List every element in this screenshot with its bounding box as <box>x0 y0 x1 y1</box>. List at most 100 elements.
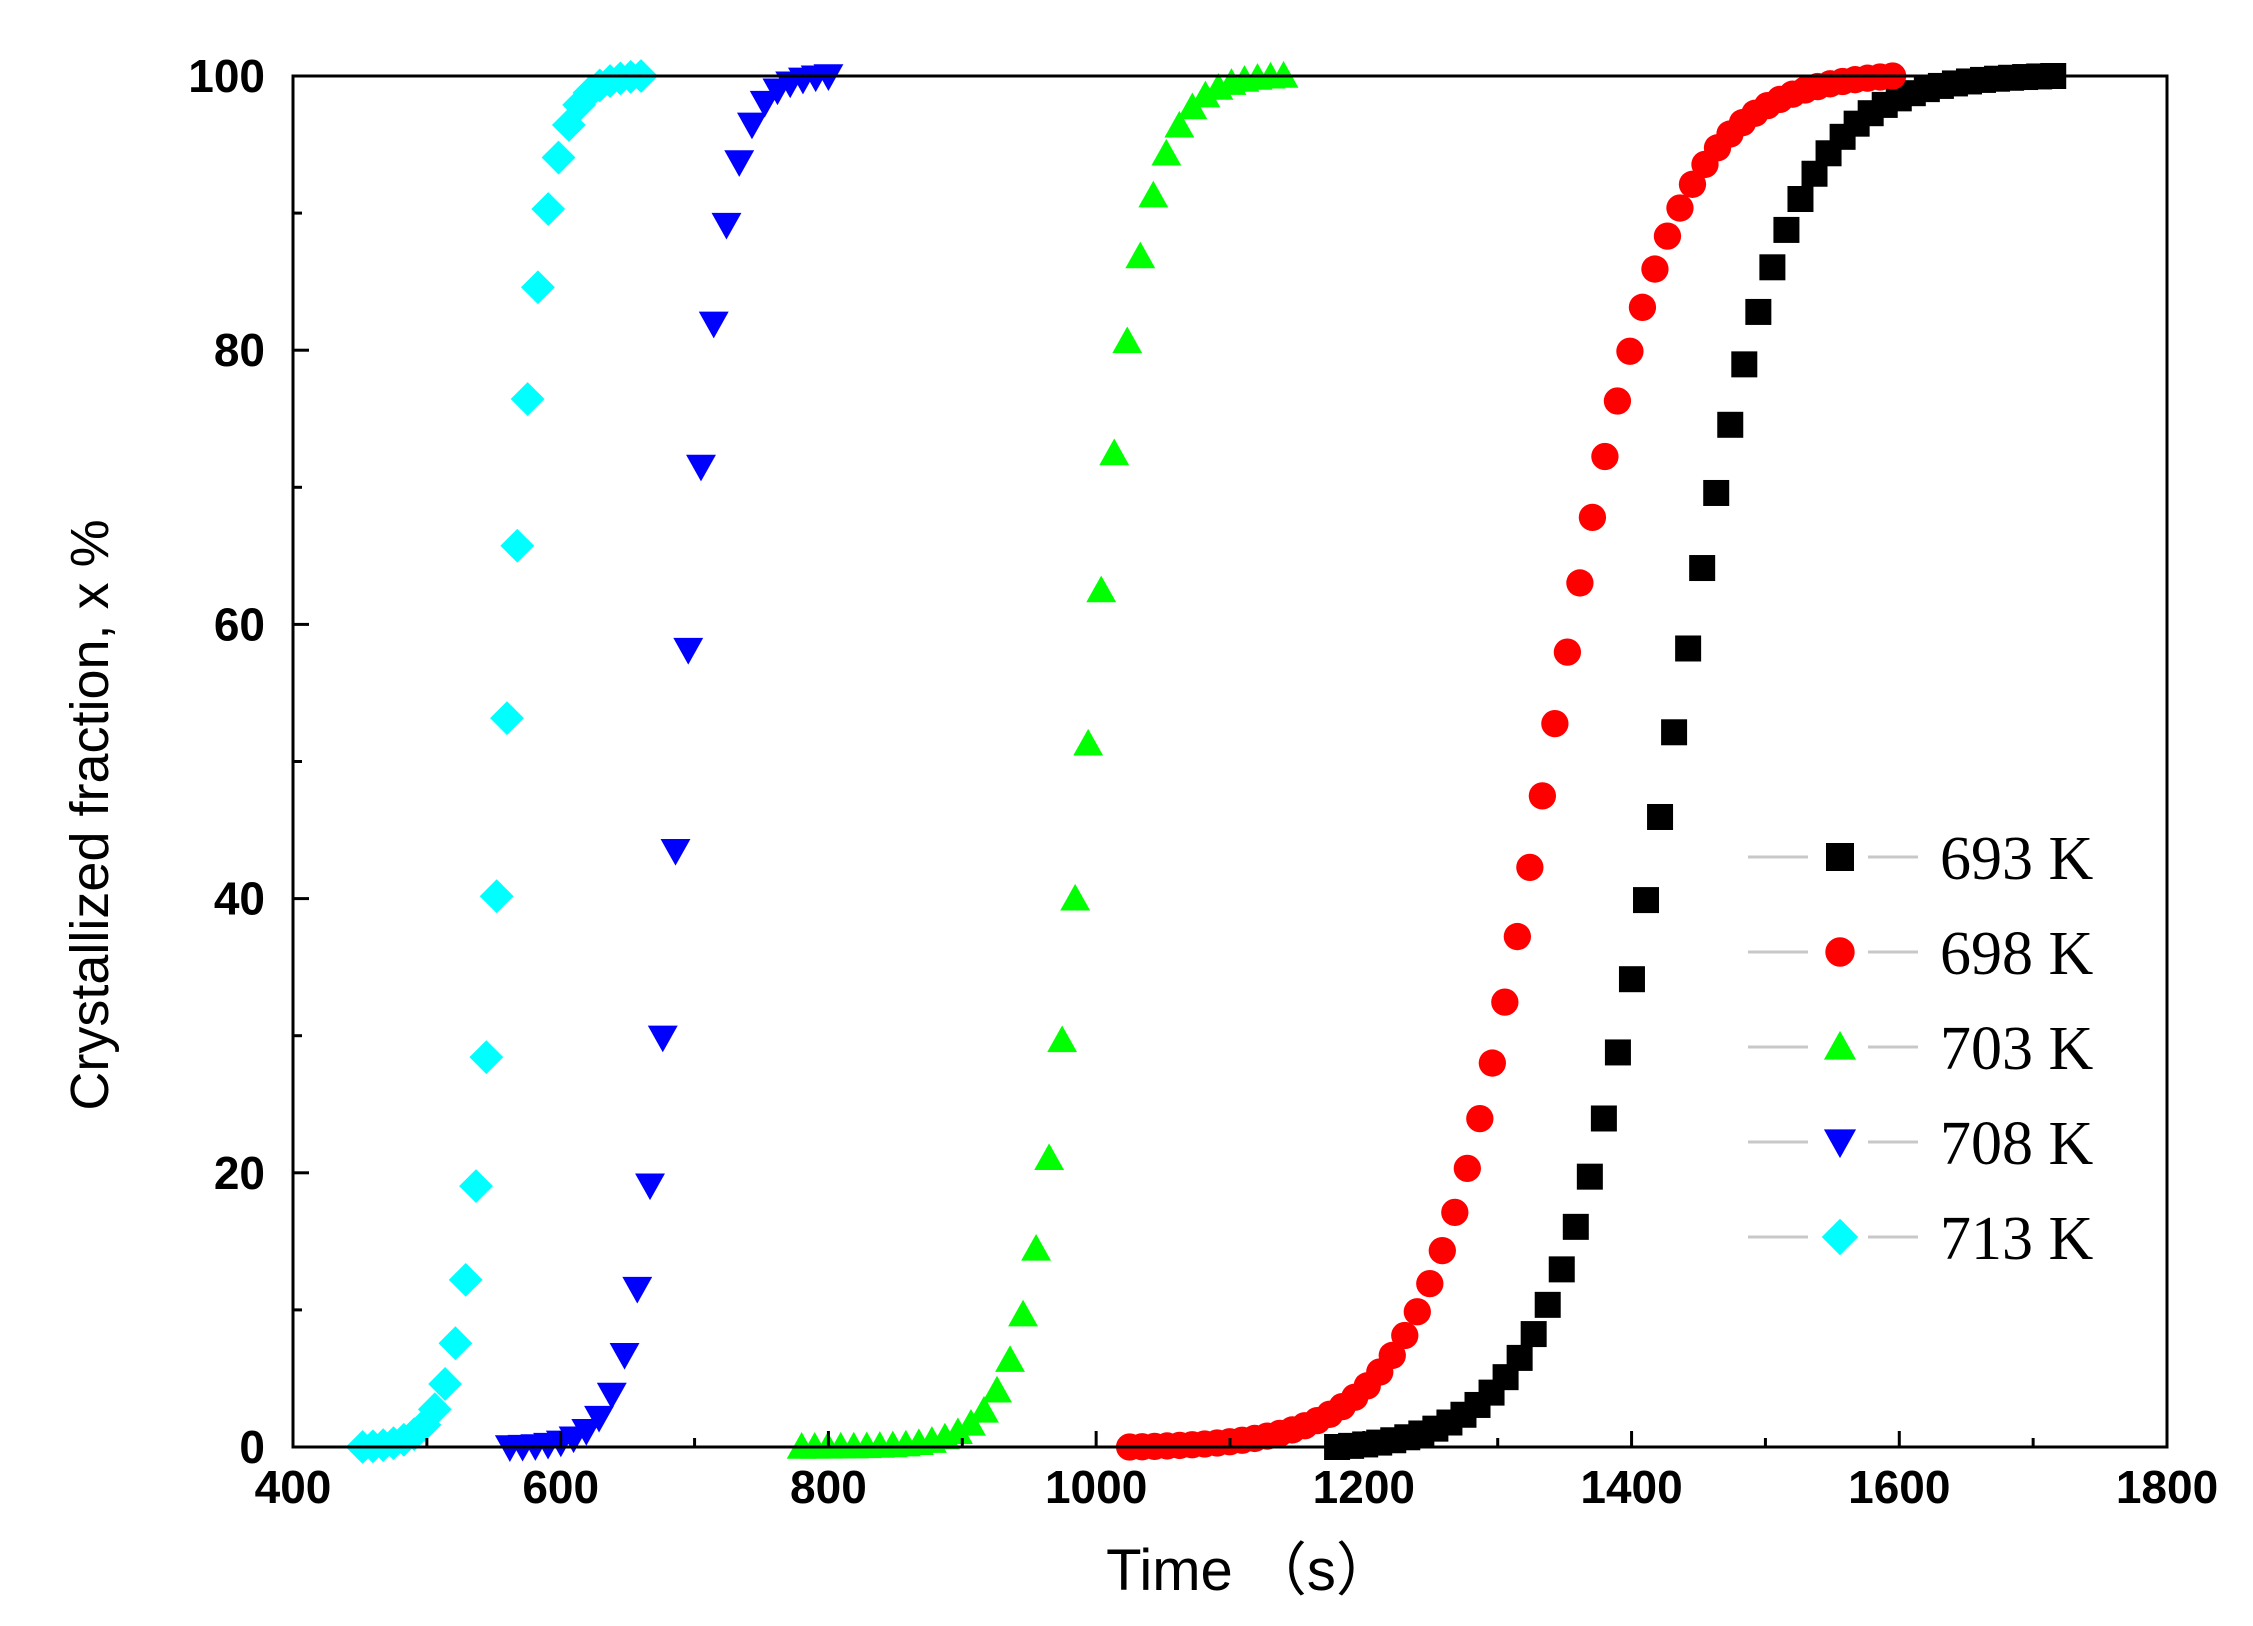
y-tick-label: 40 <box>214 873 265 925</box>
legend-label: 713 K <box>1940 1205 2094 1273</box>
data-point <box>1516 853 1544 882</box>
data-point <box>1773 216 1800 243</box>
data-point <box>1506 1344 1533 1371</box>
x-tick-label: 1200 <box>1313 1461 1415 1513</box>
data-point <box>1164 110 1195 138</box>
data-point <box>1661 719 1688 746</box>
data-point <box>724 150 755 177</box>
legend-label: 703 K <box>1940 1015 2094 1083</box>
data-point <box>1703 479 1730 506</box>
data-point <box>1562 1213 1589 1240</box>
data-point <box>1099 438 1130 466</box>
data-point <box>1491 988 1519 1016</box>
data-point <box>609 1342 640 1370</box>
legend-entry: 698 K <box>1748 920 2094 988</box>
data-point <box>1021 1234 1052 1261</box>
data-point <box>1591 442 1619 471</box>
data-point <box>1618 966 1645 993</box>
data-point <box>749 90 780 118</box>
data-point <box>448 1262 483 1297</box>
data-point <box>1428 1237 1456 1265</box>
y-tick-label: 100 <box>188 50 265 102</box>
data-point <box>1576 1163 1603 1190</box>
data-point <box>1416 1269 1444 1298</box>
data-point <box>737 112 767 140</box>
data-point <box>1060 883 1091 911</box>
data-point <box>1268 61 1299 88</box>
data-point <box>942 1417 973 1445</box>
data-point <box>1534 1291 1561 1318</box>
data-point <box>1125 241 1156 269</box>
data-point <box>647 1025 678 1053</box>
data-point <box>1641 255 1669 283</box>
y-tick-label: 60 <box>214 598 265 650</box>
legend-marker <box>1821 1218 1859 1256</box>
data-point <box>982 1375 1012 1403</box>
data-point <box>584 1405 615 1433</box>
legend-entry: 703 K <box>1748 1015 2094 1083</box>
x-tick-label: 1000 <box>1045 1461 1147 1513</box>
data-point <box>428 1367 463 1401</box>
data-point <box>1759 254 1786 281</box>
axes-layer: 400 600 800 1000 1200 1400 1600 1800 0 20 40 60 80 10… <box>188 50 2218 1513</box>
data-point <box>673 637 704 665</box>
data-point <box>1520 1321 1547 1348</box>
data-point <box>995 1345 1025 1372</box>
legend-marker <box>1826 843 1854 871</box>
data-point <box>1528 782 1557 810</box>
data-point <box>635 1173 665 1201</box>
data-point <box>1604 1039 1631 1066</box>
data-point <box>1745 298 1772 325</box>
data-point <box>1689 555 1716 582</box>
data-point <box>1190 80 1221 108</box>
legend-entry: 693 K <box>1748 825 2094 893</box>
data-point <box>1548 1256 1575 1283</box>
series-708k <box>494 64 844 1462</box>
data-point <box>1378 1341 1406 1370</box>
data-point <box>660 839 691 866</box>
data-point <box>1653 222 1682 250</box>
data-point <box>531 192 566 226</box>
data-point <box>417 1392 452 1427</box>
data-point <box>1717 411 1744 438</box>
series-713k <box>345 59 658 1464</box>
data-point <box>490 701 524 736</box>
data-point <box>686 454 716 482</box>
data-point <box>571 1419 602 1446</box>
data-point <box>1541 709 1569 738</box>
x-tick-label: 1400 <box>1580 1461 1682 1513</box>
data-point <box>510 382 545 416</box>
data-point <box>469 1040 504 1075</box>
y-tick-label: 20 <box>214 1147 265 1199</box>
data-point <box>1731 351 1758 378</box>
data-point <box>1086 575 1117 603</box>
data-point <box>1787 186 1814 213</box>
legend-label: 708 K <box>1940 1110 2094 1178</box>
data-point <box>1008 1299 1039 1327</box>
legend-marker <box>1823 1129 1857 1159</box>
x-tick-label: 1800 <box>2116 1461 2218 1513</box>
series-layer <box>345 59 2067 1464</box>
data-point <box>1034 1143 1065 1170</box>
data-point <box>1678 170 1707 198</box>
data-point <box>438 1326 473 1361</box>
plot-frame <box>291 74 2169 1449</box>
data-point <box>1590 1105 1617 1132</box>
data-point <box>1403 1298 1431 1326</box>
data-point <box>813 64 844 91</box>
data-point <box>1151 138 1182 166</box>
data-point <box>1578 503 1607 532</box>
x-tick-label: 600 <box>522 1461 599 1513</box>
data-point <box>521 270 555 305</box>
legend-entry: 708 K <box>1748 1110 2094 1178</box>
data-point <box>1616 337 1644 365</box>
data-point <box>1073 728 1104 756</box>
data-point <box>500 528 535 563</box>
series-703k <box>786 61 1299 1459</box>
data-point <box>1603 387 1632 415</box>
data-point <box>1566 569 1594 597</box>
legend-label: 693 K <box>1940 825 2094 893</box>
x-tick-label: 1600 <box>1848 1461 1950 1513</box>
y-tick-label: 0 <box>239 1421 265 1473</box>
